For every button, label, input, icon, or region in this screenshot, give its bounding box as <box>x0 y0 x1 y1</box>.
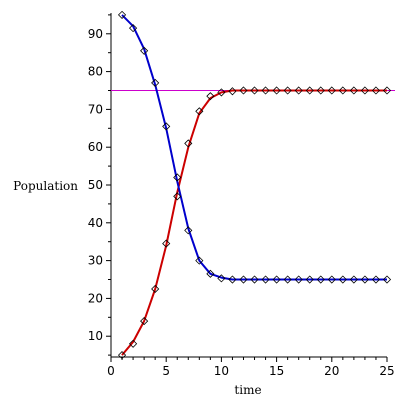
marker-series-2 <box>117 10 392 284</box>
diamond-marker <box>316 275 325 284</box>
y-ticks: 10 20 30 40 50 60 70 80 90 <box>88 14 111 356</box>
diamond-marker <box>228 275 237 284</box>
diamond-marker <box>272 86 281 95</box>
diamond-marker <box>382 275 392 284</box>
diamond-marker <box>140 46 149 55</box>
diamond-marker <box>239 275 248 284</box>
diamond-marker <box>140 317 149 326</box>
y-tick-label: 60 <box>88 140 103 154</box>
diamond-marker <box>261 86 270 95</box>
diamond-marker <box>294 86 303 95</box>
x-axis-label: time <box>234 383 261 397</box>
diamond-marker <box>316 86 325 95</box>
x-tick-label: 10 <box>214 364 229 378</box>
y-tick-label: 30 <box>88 254 103 268</box>
diamond-marker <box>349 275 358 284</box>
diamond-marker <box>283 275 292 284</box>
diamond-marker <box>129 24 138 33</box>
y-tick-label: 20 <box>88 291 103 305</box>
diamond-marker <box>173 173 182 182</box>
diamond-marker <box>239 86 248 95</box>
diamond-marker <box>272 275 281 284</box>
x-tick-label: 20 <box>324 364 339 378</box>
y-tick-label: 90 <box>88 27 103 41</box>
diamond-marker <box>195 107 204 116</box>
diamond-marker <box>327 86 336 95</box>
diamond-marker <box>294 275 303 284</box>
diamond-marker <box>250 86 259 95</box>
diamond-marker <box>206 269 215 278</box>
diamond-marker <box>151 78 160 87</box>
x-tick-label: 5 <box>162 364 170 378</box>
diamond-marker <box>129 339 138 348</box>
diamond-marker <box>217 274 226 283</box>
diamond-marker <box>162 122 171 131</box>
y-tick-label: 40 <box>88 216 103 230</box>
blue-series-line <box>121 14 387 281</box>
diamond-marker <box>360 86 369 95</box>
diamond-marker <box>162 239 171 248</box>
y-tick-label: 50 <box>88 178 103 192</box>
plot-area <box>111 10 395 360</box>
axes: 0 5 10 15 20 25 10 20 30 40 50 60 70 80 90 <box>88 13 395 378</box>
diamond-marker <box>151 284 160 294</box>
diamond-marker <box>117 351 127 360</box>
diamond-marker <box>349 86 358 95</box>
diamond-marker <box>283 86 292 95</box>
x-ticks: 0 5 10 15 20 25 <box>107 357 395 378</box>
diamond-marker <box>305 86 314 95</box>
marker-series-1 <box>117 86 392 360</box>
diamond-marker <box>206 92 215 101</box>
diamond-marker <box>228 87 237 96</box>
y-tick-label: 10 <box>88 329 103 343</box>
diamond-marker <box>173 192 182 201</box>
x-tick-label: 15 <box>269 364 284 378</box>
diamond-marker <box>117 10 127 19</box>
y-tick-label: 80 <box>88 65 103 79</box>
diamond-marker <box>305 275 314 284</box>
diamond-marker <box>184 139 193 148</box>
diamond-marker <box>338 86 347 95</box>
y-axis-label: Population <box>13 179 78 193</box>
diamond-marker <box>184 226 193 235</box>
diamond-marker <box>371 86 381 95</box>
red-series-line <box>121 89 387 356</box>
diamond-marker <box>217 88 226 97</box>
diamond-marker <box>360 275 369 284</box>
y-tick-label: 70 <box>88 102 103 116</box>
x-tick-label: 0 <box>107 364 115 378</box>
diamond-marker <box>250 275 259 284</box>
diamond-marker <box>338 275 347 284</box>
diamond-marker <box>261 275 270 284</box>
diamond-marker <box>382 86 392 95</box>
x-tick-label: 25 <box>379 364 394 378</box>
diamond-marker <box>195 256 204 265</box>
diamond-marker <box>327 275 336 284</box>
diamond-marker <box>371 275 381 284</box>
